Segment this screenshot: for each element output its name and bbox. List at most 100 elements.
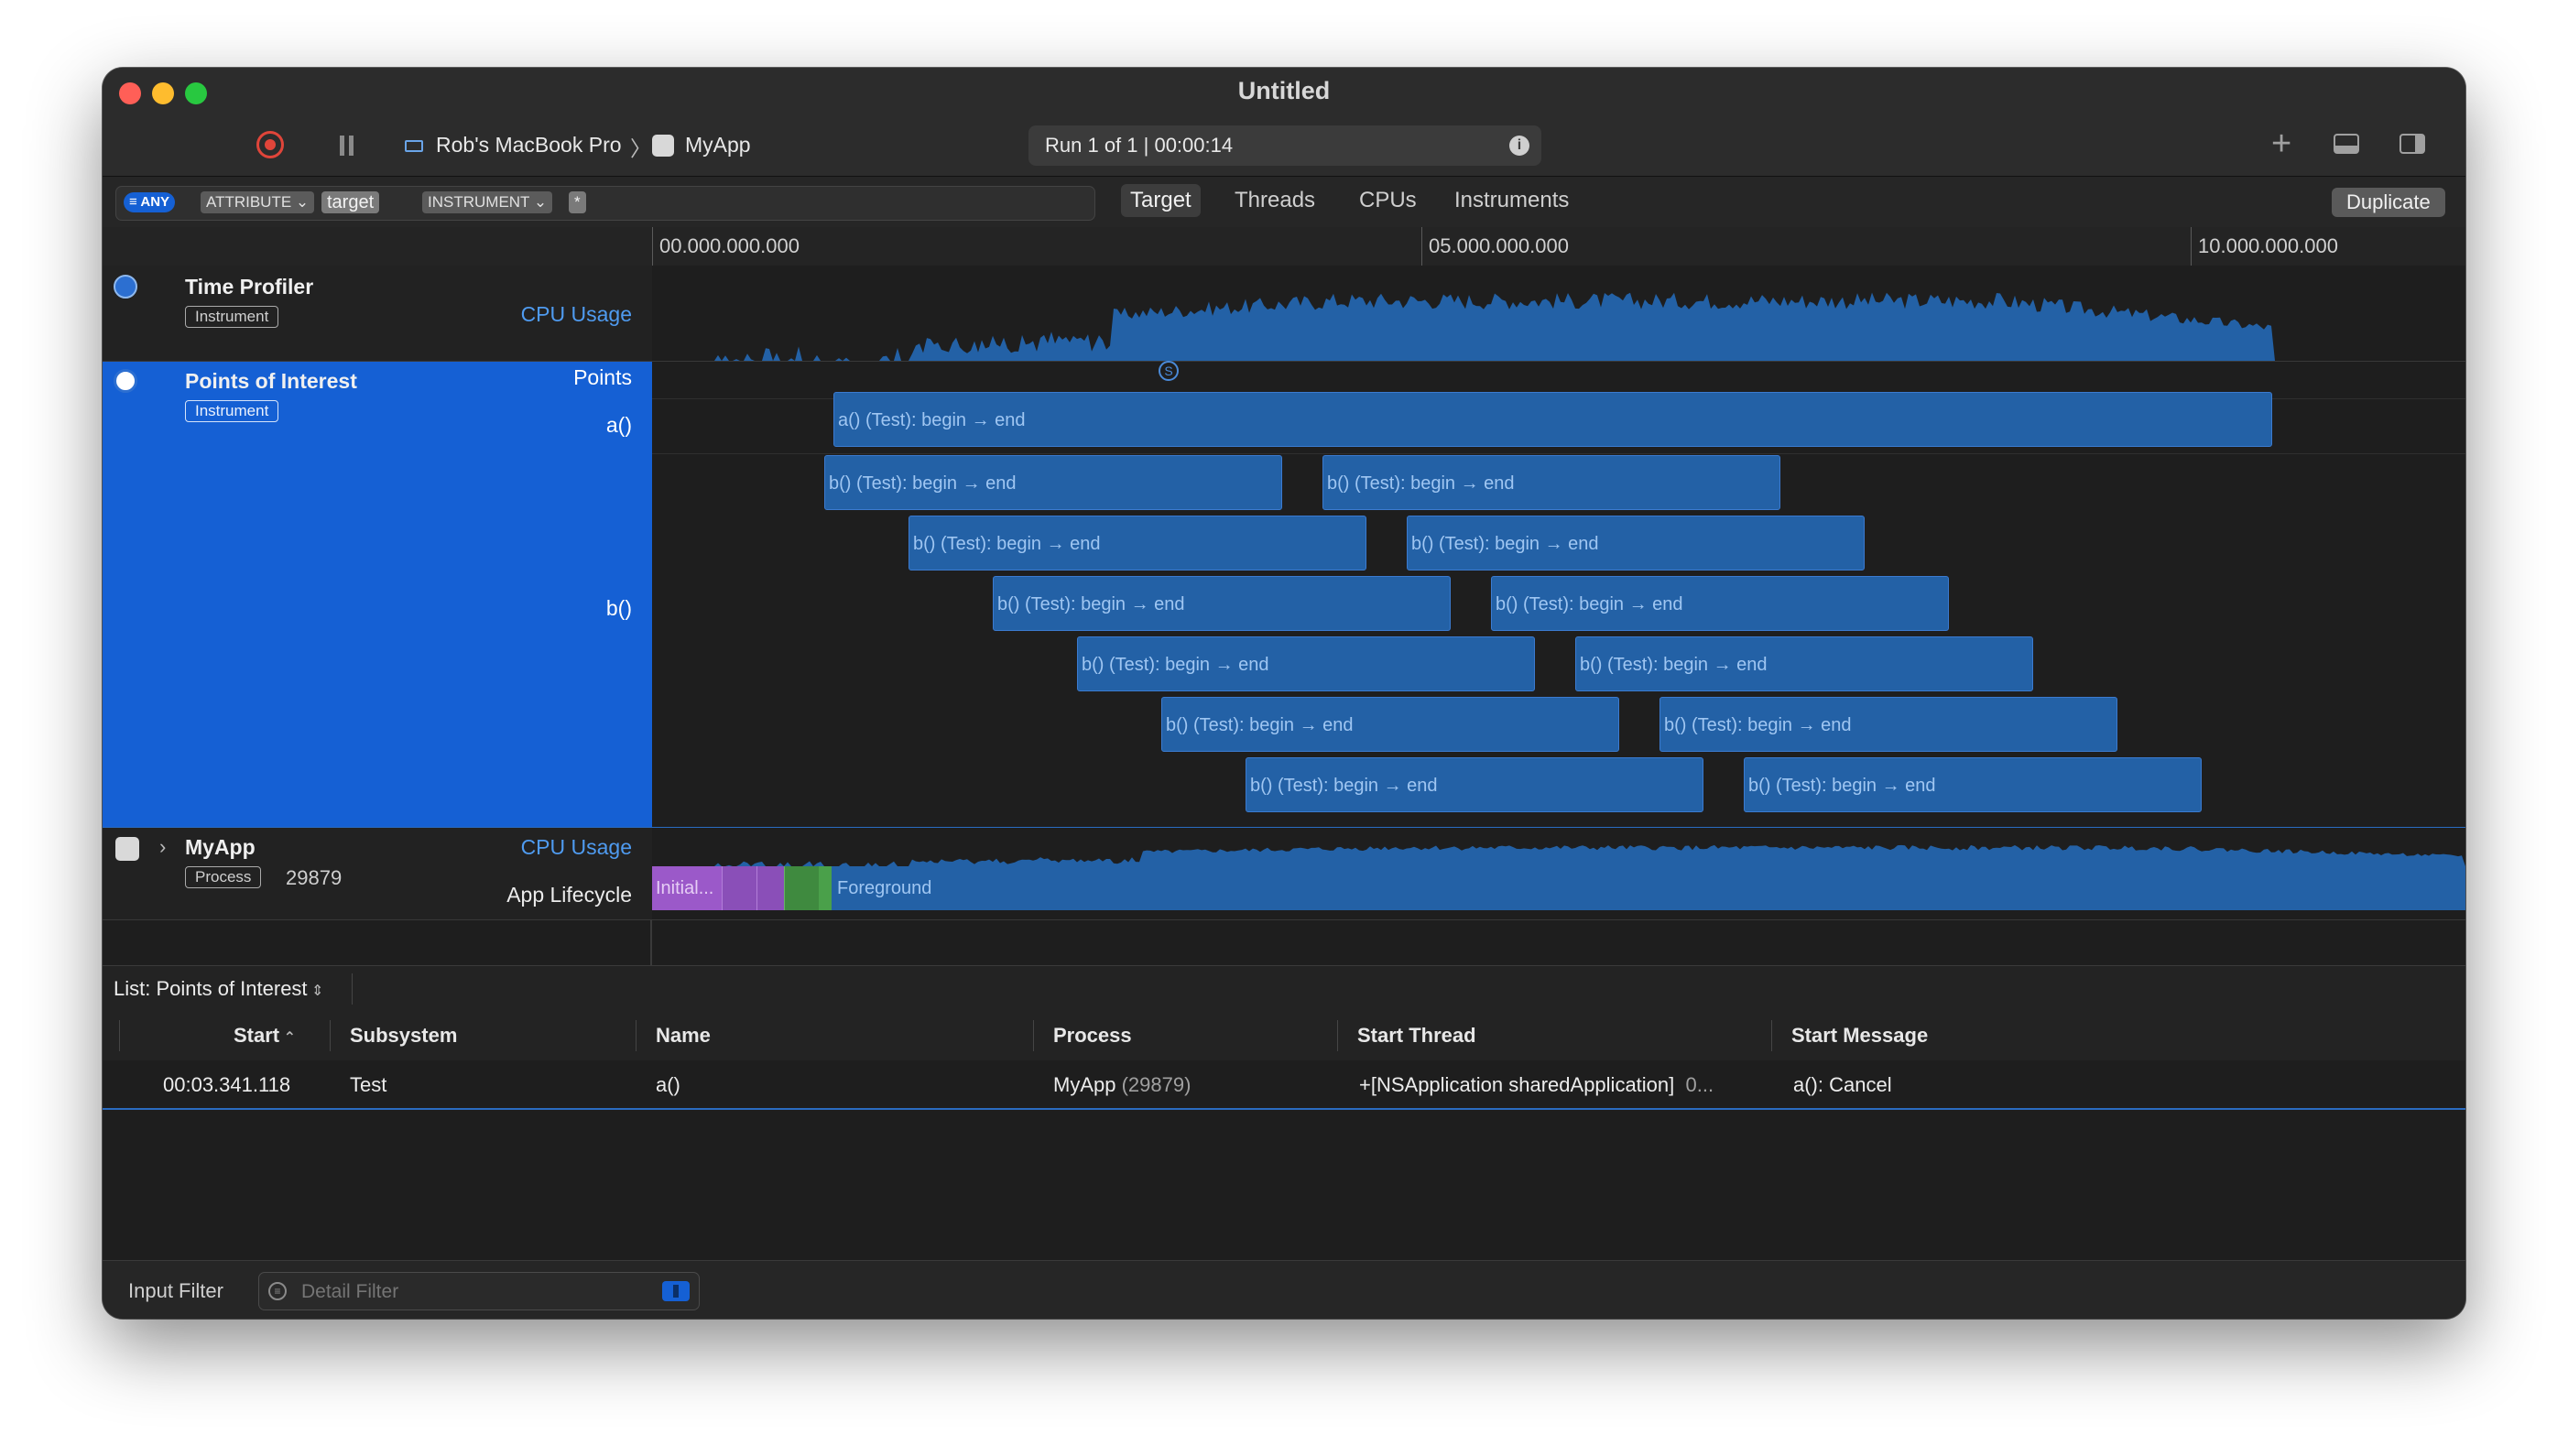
signpost-bar-b[interactable]: b() (Test): begin → end	[1744, 757, 2202, 812]
timeline-ruler[interactable]: 00.000.000.000 05.000.000.000 10.000.000…	[652, 227, 2465, 266]
sort-ascending-icon: ⌃	[279, 1030, 296, 1046]
lane-label-cpu-usage[interactable]: CPU Usage	[520, 302, 632, 326]
zoom-window-button[interactable]	[185, 82, 207, 104]
add-icon[interactable]: +	[2271, 125, 2292, 163]
filter-token-instrument[interactable]: INSTRUMENT ⌄	[422, 191, 553, 213]
input-filter-label[interactable]: Input Filter	[128, 1279, 223, 1302]
lane-separator	[652, 453, 2465, 454]
scope-threads[interactable]: Threads	[1235, 188, 1316, 212]
column-divider	[119, 1020, 120, 1051]
instruments-window: Untitled Rob's MacBook Pro 〉 MyApp Run 1…	[103, 68, 2465, 1319]
track-myapp[interactable]: › MyApp Process 29879 CPU Usage App Life…	[103, 828, 652, 919]
lane-label-points: Points	[573, 365, 632, 389]
lane-label-app-lifecycle: App Lifecycle	[506, 883, 632, 907]
column-divider	[636, 1020, 637, 1051]
detail-filter-field[interactable]: ≡	[258, 1272, 700, 1310]
lifecycle-phase-foreground[interactable]: Foreground	[832, 866, 2465, 910]
track-points-of-interest[interactable]: Points of Interest Instrument Points a()…	[103, 362, 652, 827]
points-of-interest-icon	[114, 369, 137, 393]
time-profiler-icon	[114, 275, 137, 299]
minimize-window-button[interactable]	[152, 82, 174, 104]
app-lifecycle-lane[interactable]: Initial... Foreground	[652, 866, 2465, 910]
filter-token-attribute[interactable]: ATTRIBUTE ⌄	[201, 191, 315, 213]
signpost-bar-b[interactable]: b() (Test): begin → end	[1161, 697, 1619, 752]
ruler-tick	[652, 227, 653, 266]
lifecycle-phase[interactable]	[784, 866, 820, 910]
signpost-bar-a[interactable]: a() (Test): begin → end	[833, 392, 2272, 447]
track-badge: Instrument	[185, 306, 279, 328]
myapp-icon	[115, 837, 139, 861]
signpost-bar-b[interactable]: b() (Test): begin → end	[909, 516, 1366, 570]
signpost-bar-b[interactable]: b() (Test): begin → end	[1246, 757, 1703, 812]
filter-icon: ≡	[129, 194, 141, 210]
cell-name: a()	[656, 1073, 680, 1096]
column-subsystem[interactable]: Subsystem	[350, 1024, 458, 1047]
divider	[352, 973, 353, 1005]
bottom-panel-toggle-icon[interactable]	[2334, 134, 2359, 154]
filter-token-wildcard[interactable]: *	[569, 191, 586, 213]
disclosure-chevron-icon[interactable]: ›	[159, 835, 167, 858]
signpost-bar-b[interactable]: b() (Test): begin → end	[1322, 455, 1780, 510]
table-row[interactable]: 00:03.341.118 Test a() MyApp (29879) +[N…	[103, 1060, 2465, 1110]
lifecycle-phase[interactable]	[756, 866, 785, 910]
signpost-bar-b[interactable]: b() (Test): begin → end	[1407, 516, 1865, 570]
chevron-down-icon: ⌄	[529, 193, 548, 211]
column-name[interactable]: Name	[656, 1024, 711, 1047]
column-start-message[interactable]: Start Message	[1791, 1024, 1929, 1047]
scope-instruments[interactable]: Instruments	[1454, 188, 1570, 212]
signpost-bar-b[interactable]: b() (Test): begin → end	[1575, 636, 2033, 691]
track-graph-area[interactable]	[652, 266, 2465, 1029]
record-icon	[265, 139, 276, 150]
cpu-usage-graph-myapp[interactable]	[652, 828, 2465, 866]
panel-fill-right	[2415, 136, 2423, 152]
chevron-down-icon: ⌄	[291, 193, 310, 211]
track-separator	[103, 919, 2465, 920]
duplicate-button[interactable]: Duplicate	[2332, 188, 2445, 217]
column-divider	[1337, 1020, 1338, 1051]
track-time-profiler[interactable]: Time Profiler Instrument CPU Usage	[103, 266, 652, 361]
scope-cpus[interactable]: CPUs	[1359, 188, 1417, 212]
table-column-headers: Start ⌃ Subsystem Name Process Start Thr…	[103, 1011, 2465, 1061]
column-start-thread[interactable]: Start Thread	[1357, 1024, 1476, 1047]
signpost-bar-b[interactable]: b() (Test): begin → end	[1659, 697, 2117, 752]
footer-bar: Input Filter ≡	[103, 1260, 2465, 1319]
record-button[interactable]	[256, 131, 284, 158]
filter-icon: ≡	[268, 1282, 287, 1300]
lifecycle-phase[interactable]	[722, 866, 757, 910]
column-start[interactable]: Start ⌃	[234, 1024, 296, 1047]
signpost-bar-b[interactable]: b() (Test): begin → end	[993, 576, 1451, 631]
cpu-usage-graph-time-profiler[interactable]	[652, 266, 2465, 361]
signpost-bar-b[interactable]: b() (Test): begin → end	[1491, 576, 1949, 631]
lifecycle-phase[interactable]	[819, 866, 832, 910]
ruler-label-0: 00.000.000.000	[659, 234, 800, 257]
lifecycle-phase-initial[interactable]: Initial...	[652, 866, 722, 910]
point-of-interest-marker-icon[interactable]: S	[1159, 361, 1179, 381]
run-status-box[interactable]: Run 1 of 1 | 00:00:14 i	[1028, 125, 1541, 166]
signpost-bar-b[interactable]: b() (Test): begin → end	[1077, 636, 1535, 691]
pause-button[interactable]	[337, 134, 357, 158]
scope-target[interactable]: Target	[1121, 184, 1201, 217]
close-window-button[interactable]	[119, 82, 141, 104]
cell-process: MyApp (29879)	[1053, 1073, 1192, 1096]
detail-filter-input[interactable]	[299, 1278, 651, 1306]
list-mode-selector[interactable]: List: Points of Interest ⇕	[114, 977, 324, 1000]
titlebar: Untitled Rob's MacBook Pro 〉 MyApp Run 1…	[103, 68, 2465, 176]
ruler-label-5: 05.000.000.000	[1429, 234, 1569, 257]
app-icon	[652, 135, 674, 157]
chevron-right-icon: 〉	[630, 136, 651, 160]
filter-token-any[interactable]: ≡ ANY	[124, 192, 176, 212]
ruler-tick	[2191, 227, 2192, 266]
track-filter-field[interactable]: ≡ ANY ATTRIBUTE ⌄ target INSTRUMENT ⌄ *	[115, 186, 1095, 221]
filter-bar: ≡ ANY ATTRIBUTE ⌄ target INSTRUMENT ⌄ * …	[103, 176, 2465, 229]
pause-icon	[340, 136, 344, 156]
right-panel-toggle-icon[interactable]	[2399, 134, 2425, 154]
info-icon[interactable]: i	[1509, 136, 1529, 156]
signpost-bar-b[interactable]: b() (Test): begin → end	[824, 455, 1282, 510]
column-process[interactable]: Process	[1053, 1024, 1132, 1047]
run-status: Run 1 of 1 | 00:00:14	[1045, 134, 1234, 157]
lane-label-cpu-usage[interactable]: CPU Usage	[520, 835, 632, 859]
panel-fill	[2335, 146, 2357, 152]
filter-options-icon[interactable]	[662, 1281, 690, 1301]
filter-token-value[interactable]: target	[321, 191, 380, 213]
cell-start: 00:03.341.118	[163, 1073, 291, 1096]
